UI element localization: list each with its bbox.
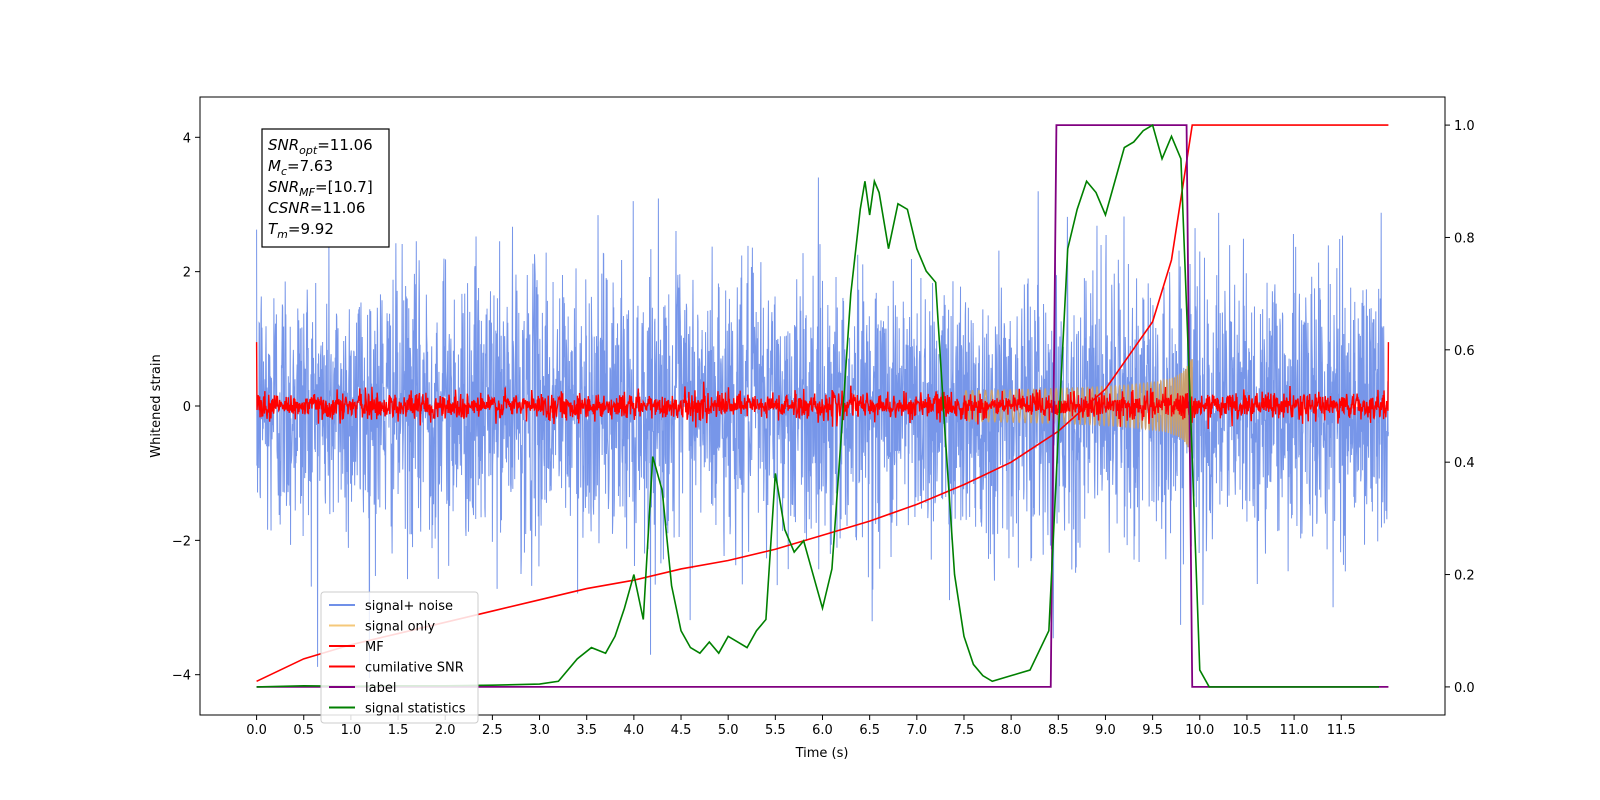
x-tick-label: 6.5: [859, 723, 880, 738]
legend-frame: [320, 591, 479, 724]
info-line: SNRMF=[10.7]: [268, 178, 373, 199]
x-tick-label: 7.0: [906, 723, 927, 738]
axes: 0.0 0.5 1.0 1.5 2.0 2.5 3.0 3.5 4.0 4.5 5.0 5.5 6.0 6…: [172, 119, 1475, 738]
y-left-tick-label: −4: [172, 669, 191, 684]
x-tick-label: 11.0: [1280, 723, 1309, 738]
y-right-tick-label: 0.4: [1454, 456, 1475, 471]
x-tick-label: 1.0: [341, 723, 362, 738]
y-right-tick-label: 0.2: [1454, 569, 1475, 584]
info-line: SNRopt=11.06: [268, 136, 373, 157]
info-line: Mc=7.63: [268, 157, 333, 178]
y-right-tick-label: 0.0: [1454, 681, 1475, 696]
info-box-frame: [261, 128, 390, 248]
legend-entry: signal+ noise: [365, 599, 453, 614]
legend-entry: MF: [365, 640, 384, 655]
x-tick-label: 8.0: [1001, 723, 1022, 738]
y-left-tick-label: 2: [183, 266, 191, 281]
legend-entry: label: [365, 681, 396, 696]
x-tick-label: 3.0: [529, 723, 550, 738]
legend-entry: cumilative SNR: [365, 661, 464, 676]
x-tick-label: 5.5: [765, 723, 786, 738]
x-tick-label: 5.0: [718, 723, 739, 738]
x-tick-label: 0.5: [293, 723, 314, 738]
y-right-tick-label: 0.8: [1454, 231, 1475, 246]
x-tick-label: 9.0: [1095, 723, 1116, 738]
x-tick-label: 10.0: [1185, 723, 1214, 738]
x-tick-label: 3.5: [576, 723, 597, 738]
x-tick-label: 2.0: [435, 723, 456, 738]
x-tick-label: 9.5: [1142, 723, 1163, 738]
x-tick-label: 7.5: [954, 723, 975, 738]
x-tick-label: 2.5: [482, 723, 503, 738]
x-tick-label: 0.0: [246, 723, 267, 738]
x-tick-label: 4.5: [671, 723, 692, 738]
y-left-tick-label: 4: [183, 131, 191, 146]
info-line: Tm=9.92: [268, 220, 334, 241]
x-tick-label: 1.5: [388, 723, 409, 738]
x-tick-label: 4.0: [624, 723, 645, 738]
y-left-tick-label: 0: [183, 400, 191, 415]
legend: signal+ noise signal only MF cumilative SNR…: [320, 591, 479, 724]
y-left-tick-label: −2: [172, 534, 191, 549]
series-signal-noise-line: [256, 177, 1389, 679]
series-signal-statistics-line: [256, 123, 1379, 688]
x-tick-label: 6.0: [812, 723, 833, 738]
x-axis-label: Time (s): [795, 746, 849, 761]
x-tick-label: 8.5: [1048, 723, 1069, 738]
y-right-tick-label: 1.0: [1454, 119, 1475, 134]
x-tick-label: 10.5: [1232, 723, 1261, 738]
y-axis-label: Whitened strain: [149, 354, 164, 457]
series-mf-line: [255, 342, 1390, 429]
legend-entry: signal statistics: [365, 702, 466, 717]
legend-entry: signal only: [365, 620, 435, 635]
info-line: CSNR=11.06: [268, 199, 365, 217]
x-tick-label: 11.5: [1327, 723, 1356, 738]
info-box: SNRopt=11.06Mc=7.63SNRMF=[10.7]CSNR=11.0…: [261, 128, 390, 248]
y-right-tick-label: 0.6: [1454, 344, 1475, 359]
